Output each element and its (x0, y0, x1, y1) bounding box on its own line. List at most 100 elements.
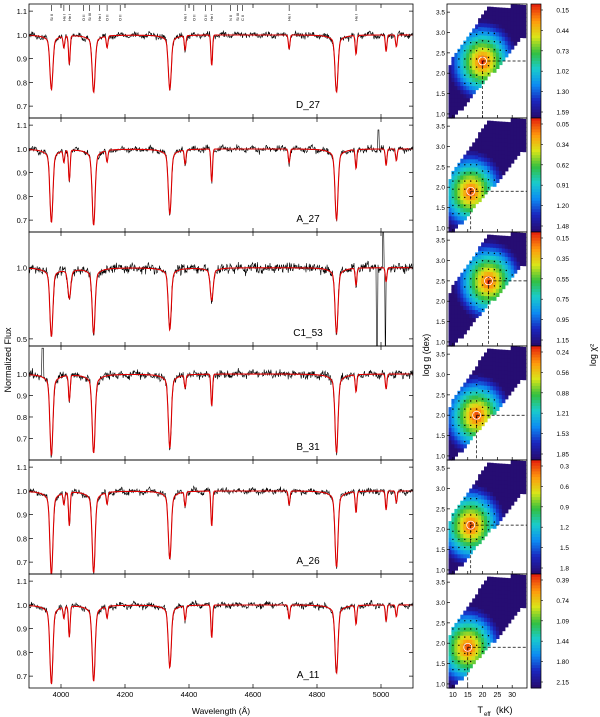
grid-cell (487, 592, 491, 598)
colorbar-segment (531, 240, 541, 244)
grid-cell (469, 386, 473, 392)
grid-cell (516, 25, 521, 30)
colorbar-segment (531, 306, 541, 310)
grid-cell (510, 12, 515, 17)
grid-cell (451, 305, 455, 310)
grid-cell (492, 296, 497, 301)
grid-cell (487, 613, 491, 618)
grid-cell (495, 247, 500, 253)
grid-cell (495, 263, 500, 269)
colorbar-segment (531, 625, 541, 629)
grid-cell (492, 247, 497, 252)
grid-cell (457, 289, 461, 294)
grid-node (481, 292, 484, 294)
colorbar-segment (531, 608, 541, 612)
grid-node (458, 669, 460, 671)
colorbar-segment (531, 234, 541, 239)
grid-cell (513, 236, 518, 242)
grid-cell (490, 271, 494, 277)
grid-cell (460, 162, 464, 168)
grid-cell (484, 372, 488, 378)
grid-cell (510, 8, 515, 13)
grid-cell (519, 257, 524, 262)
grid-cell (492, 467, 497, 472)
grid-cell (460, 643, 464, 648)
grid-node (487, 65, 490, 67)
grid-cell (472, 65, 476, 70)
grid-cell (481, 409, 485, 414)
grid-cell (475, 154, 479, 160)
colorbar-segment (531, 129, 541, 133)
grid-cell (472, 305, 476, 310)
grid-cell (475, 598, 479, 604)
grid-cell (457, 297, 461, 302)
grid-cell (519, 485, 524, 490)
grid-cell (472, 398, 476, 404)
grid-cell (498, 162, 503, 167)
grid-cell (454, 93, 458, 99)
grid-cell (481, 303, 485, 309)
grid-cell (487, 364, 491, 370)
grid-cell (501, 32, 506, 37)
grid-cell (487, 385, 491, 390)
grid-cell (519, 473, 524, 478)
grid-cell (490, 39, 494, 45)
grid-cell (487, 348, 491, 354)
grid-cell (454, 203, 458, 209)
grid-cell (463, 93, 467, 99)
colorbar-segment (531, 562, 541, 566)
grid-cell (466, 211, 470, 217)
colorbar-tick-label: 0.74 (556, 598, 569, 605)
grid-cell (448, 341, 453, 347)
grid-cell (495, 288, 500, 293)
grid-cell (457, 557, 461, 563)
grid-cell (484, 625, 488, 630)
grid-cell (498, 141, 503, 147)
grid-cell (510, 476, 515, 482)
grid-cell (460, 655, 464, 661)
grid-cell (490, 251, 494, 256)
grid-cell (513, 244, 518, 250)
grid-cell (516, 261, 521, 266)
grid-cell (475, 386, 479, 392)
grid-cell (513, 12, 518, 18)
grid-cell (448, 431, 453, 437)
colorbar-segment (531, 491, 541, 495)
grid-cell (522, 135, 527, 140)
grid-cell (451, 93, 455, 99)
grid-cell (463, 663, 467, 669)
grid-node (499, 49, 501, 51)
grid-cell (490, 617, 494, 623)
grid-cell (490, 352, 494, 358)
grid-node (464, 58, 466, 60)
grid-cell (454, 647, 458, 652)
x-tick-label: 4200 (117, 690, 134, 699)
grid-cell (472, 284, 476, 290)
grid-node (505, 277, 507, 280)
grid-cell (472, 403, 476, 408)
y-tick-label: 1.1 (17, 577, 27, 586)
grid-cell (490, 625, 494, 631)
grid-cell (460, 203, 464, 209)
grid-cell (501, 475, 506, 481)
grid-cell (463, 525, 467, 530)
colorbar-segment (531, 4, 541, 8)
grid-cell (501, 44, 506, 49)
grid-cell (519, 21, 524, 26)
grid-cell (495, 239, 500, 244)
grid-cell (498, 394, 503, 399)
grid-node (464, 278, 466, 280)
grid-cell (466, 606, 470, 612)
grid-cell (484, 584, 488, 590)
colorbar-segment (531, 656, 541, 660)
grid-cell (501, 7, 506, 13)
colorbar-segment (531, 320, 541, 324)
grid-cell (519, 583, 524, 588)
grid-cell (454, 435, 458, 441)
grid-cell (466, 44, 470, 50)
grid-cell (448, 565, 453, 571)
grid-cell (460, 447, 464, 453)
grid-cell (510, 472, 515, 478)
colorbar-segment (531, 214, 541, 219)
grid-cell (475, 427, 479, 433)
